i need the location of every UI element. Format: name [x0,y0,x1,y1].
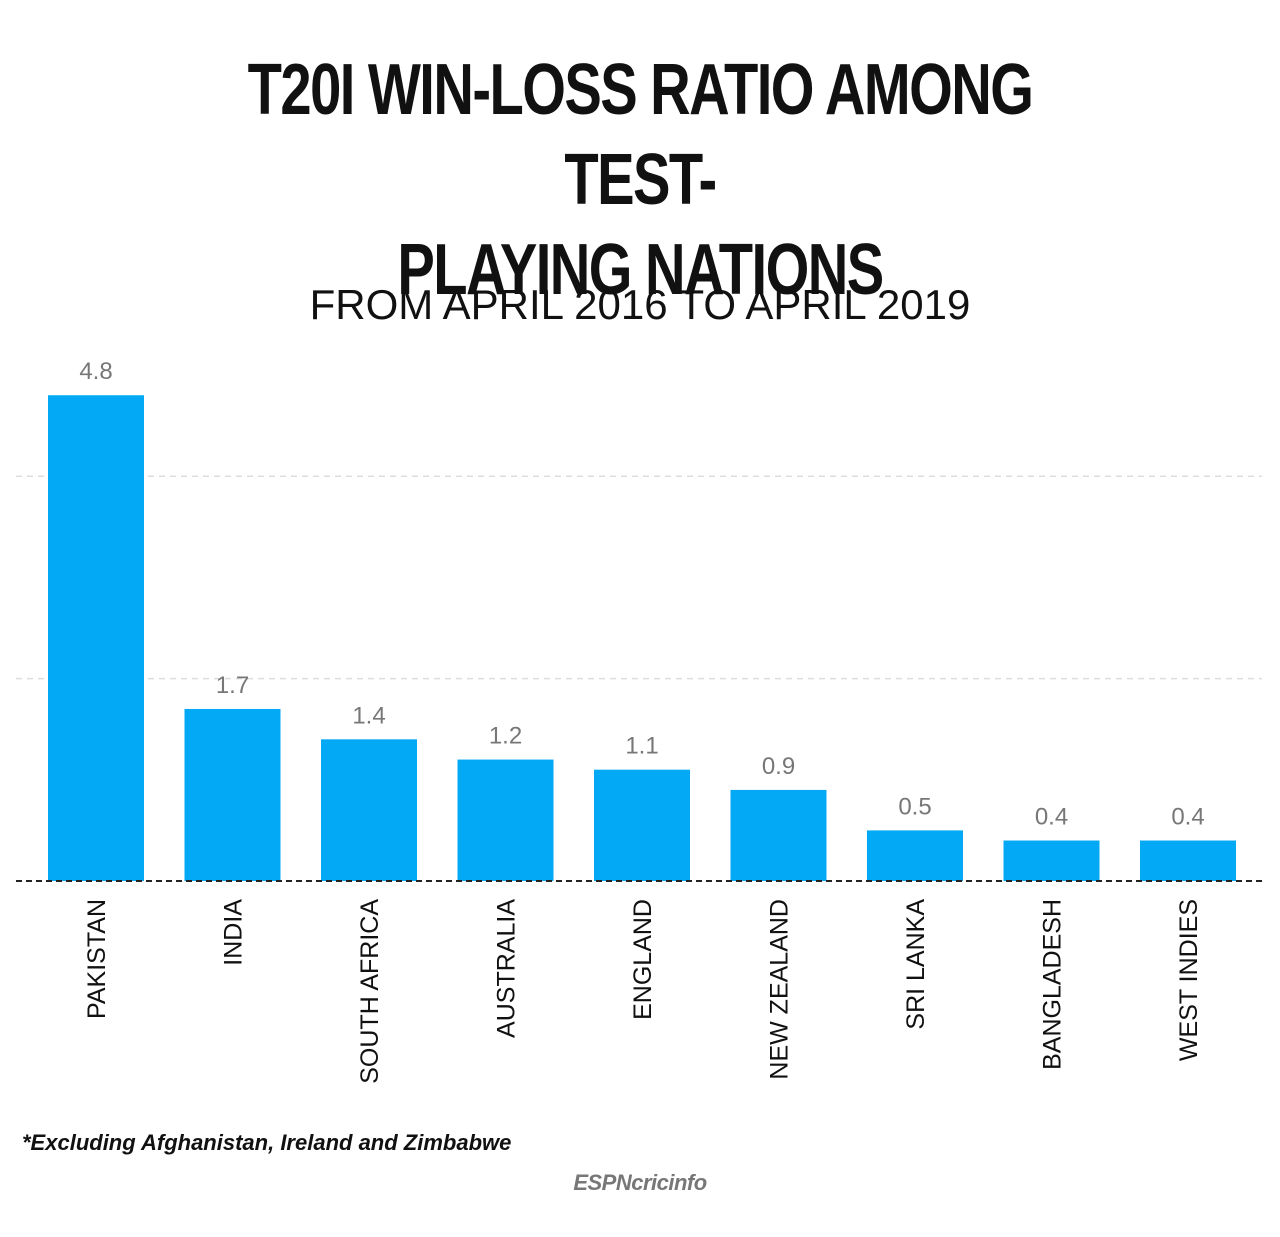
bar-australia [457,759,554,881]
title-line-2: PLAYING NATIONS [397,230,884,310]
category-label: INDIA [220,899,248,966]
data-label: 1.1 [625,733,658,760]
chart-title: T20I WIN-LOSS RATIO AMONG TEST- PLAYING … [188,45,1093,315]
category-label: ENGLAND [629,899,657,1020]
data-label: 0.4 [1035,804,1068,831]
bar-pakistan [48,395,144,881]
data-label: 0.9 [762,753,795,780]
footnote: *Excluding Afghanistan, Ireland and Zimb… [22,1130,512,1155]
data-label: 0.4 [1171,804,1204,831]
bar-west-indies [1140,840,1236,881]
category-label: AUSTRALIA [493,899,521,1038]
chart-subtitle: FROM APRIL 2016 TO APRIL 2019 [309,281,971,328]
category-label: SRI LANKA [902,899,930,1030]
bar-england [594,769,690,881]
category-label: SOUTH AFRICA [356,899,384,1084]
category-label: WEST INDIES [1175,899,1203,1061]
bar-chart: 4.8 PAKISTAN 1.7 INDIA 1.4 SOUTH AFRICA 1.2 AUS… [16,358,1262,1084]
category-label: NEW ZEALAND [766,899,794,1080]
data-label: 4.8 [79,358,112,385]
category-label: PAKISTAN [83,899,111,1019]
bar-new-zealand [730,789,827,881]
espncricinfo-logo: ESPNcricinfo [573,1170,707,1195]
data-label: 1.2 [489,723,522,750]
bar-bangladesh [1003,840,1100,881]
bar-south-africa [321,739,417,881]
bar-sri-lanka [867,830,963,881]
data-label: 0.5 [898,793,931,820]
data-label: 1.7 [216,672,249,699]
data-label: 1.4 [352,702,385,729]
title-line-1: T20I WIN-LOSS RATIO AMONG TEST- [247,50,1034,220]
category-label: BANGLADESH [1039,899,1067,1070]
bar-india [184,708,281,881]
